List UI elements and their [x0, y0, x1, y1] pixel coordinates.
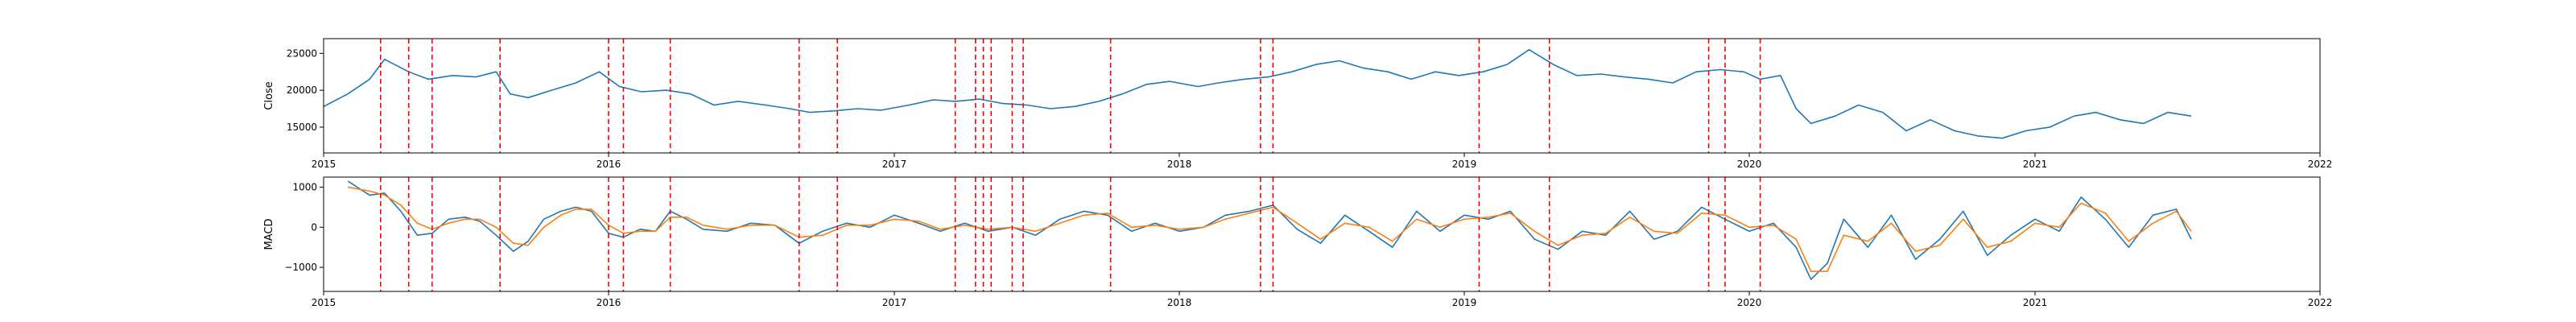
macd-y-axis-label: MACD	[263, 219, 275, 250]
plot-frame	[323, 38, 2321, 154]
x-tick-label: 2021	[2023, 159, 2048, 170]
plot-frame	[323, 176, 2321, 292]
y-tick-label: −1000	[284, 262, 317, 273]
x-tick-label: 2020	[1737, 159, 1762, 170]
x-tick-label: 2019	[1452, 297, 1477, 308]
y-tick-label: 0	[311, 221, 317, 233]
x-tick-label: 2016	[597, 297, 621, 308]
y-tick-label: 25000	[287, 47, 317, 59]
close-price-panel: Close 2015 2016 2017 2018 2019 2020 2021 2022 15…	[263, 38, 2333, 170]
y-tick-label: 1000	[292, 181, 317, 192]
close-y-axis-label: Close	[263, 81, 275, 109]
x-tick-label: 2020	[1737, 297, 1762, 308]
macd-signal-series-line	[347, 186, 2192, 272]
y-tick-label: 20000	[287, 85, 317, 96]
macd-panel: MACD 2015 2016 2017 2018 2019 2020 2021 2022 −10…	[263, 176, 2333, 308]
x-tick-label: 2018	[1167, 297, 1192, 308]
close-plot-area: 2015 2016 2017 2018 2019 2020 2021 2022 15000 200…	[287, 38, 2333, 170]
x-tick-label: 2022	[2308, 297, 2333, 308]
x-tick-label: 2015	[312, 297, 336, 308]
x-tick-label: 2019	[1452, 159, 1477, 170]
macd-plot-area: 2015 2016 2017 2018 2019 2020 2021 2022 −1000 0 10…	[284, 176, 2333, 308]
x-tick-label: 2016	[597, 159, 621, 170]
x-tick-label: 2018	[1167, 159, 1192, 170]
x-tick-label: 2017	[882, 159, 907, 170]
x-tick-label: 2021	[2023, 297, 2048, 308]
x-tick-label: 2015	[312, 159, 336, 170]
x-tick-label: 2022	[2308, 159, 2333, 170]
x-tick-label: 2017	[882, 297, 907, 308]
y-tick-label: 15000	[287, 122, 317, 133]
close-series-line	[323, 48, 2192, 139]
